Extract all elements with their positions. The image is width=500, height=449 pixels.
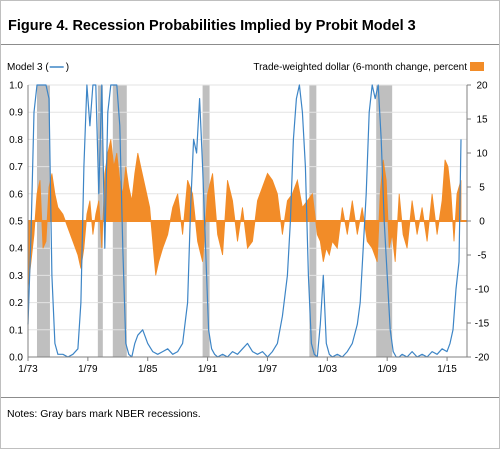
x-tick-label: 1/15 [437, 364, 457, 375]
figure-title: Figure 4. Recession Probabilities Implie… [8, 18, 416, 34]
x-tick-label: 1/97 [258, 364, 278, 375]
x-tick-label: 1/73 [18, 364, 38, 375]
model3-line [27, 84, 462, 358]
model3-series [27, 84, 462, 358]
left-tick-label: 0.6 [9, 189, 23, 200]
right-tick-label: 10 [476, 149, 488, 160]
right-tick-label: 5 [479, 183, 485, 194]
x-tick-label: 1/09 [377, 364, 397, 375]
left-tick-label: 0.5 [9, 217, 23, 228]
legend-model3-label: Model 3 ( [7, 62, 49, 73]
legend-dollar-swatch [470, 62, 484, 71]
left-tick-label: 0.1 [9, 325, 23, 336]
left-tick-label: 1.0 [9, 81, 23, 92]
x-tick-label: 1/79 [78, 364, 98, 375]
left-tick-label: 0.4 [9, 244, 23, 255]
left-tick-label: 0.3 [9, 271, 23, 282]
right-tick-label: -20 [475, 353, 490, 364]
right-tick-label: 15 [476, 115, 488, 126]
x-tick-label: 1/91 [198, 364, 218, 375]
x-axis-ticks: 1/73 1/79 1/85 1/91 1/97 1/03 1/09 1/15 [18, 357, 457, 375]
notes-rule [1, 397, 499, 398]
right-tick-label: 0 [479, 217, 485, 228]
left-tick-label: 0.7 [9, 162, 23, 173]
right-tick-label: -15 [475, 319, 490, 330]
x-tick-label: 1/85 [138, 364, 158, 375]
figure-notes: Notes: Gray bars mark NBER recessions. [7, 408, 201, 420]
legend-dollar-label: Trade-weighted dollar (6-month change, p… [253, 62, 467, 73]
right-tick-label: -5 [478, 251, 487, 262]
right-tick-label: -10 [475, 285, 490, 296]
right-axis-ticks: -20 -15 -10 -5 0 5 10 15 20 [467, 81, 490, 364]
title-rule [1, 44, 499, 45]
x-tick-label: 1/03 [318, 364, 338, 375]
legend: Model 3 ( ) Trade-weighted dollar (6-mon… [7, 62, 484, 73]
left-tick-label: 0.9 [9, 108, 23, 119]
left-axis-ticks: 0.0 0.1 0.2 0.3 0.4 0.5 0.6 0.7 0.8 0.9 1.0 [9, 81, 23, 364]
dollar-area [27, 139, 462, 290]
left-tick-label: 0.0 [9, 353, 23, 364]
chart-area: Model 3 ( ) Trade-weighted dollar (6-mon… [7, 62, 490, 375]
legend-model3-close: ) [66, 62, 69, 73]
left-tick-label: 0.8 [9, 135, 23, 146]
dollar-series [27, 139, 467, 290]
right-tick-label: 20 [476, 81, 488, 92]
left-tick-label: 0.2 [9, 298, 23, 309]
